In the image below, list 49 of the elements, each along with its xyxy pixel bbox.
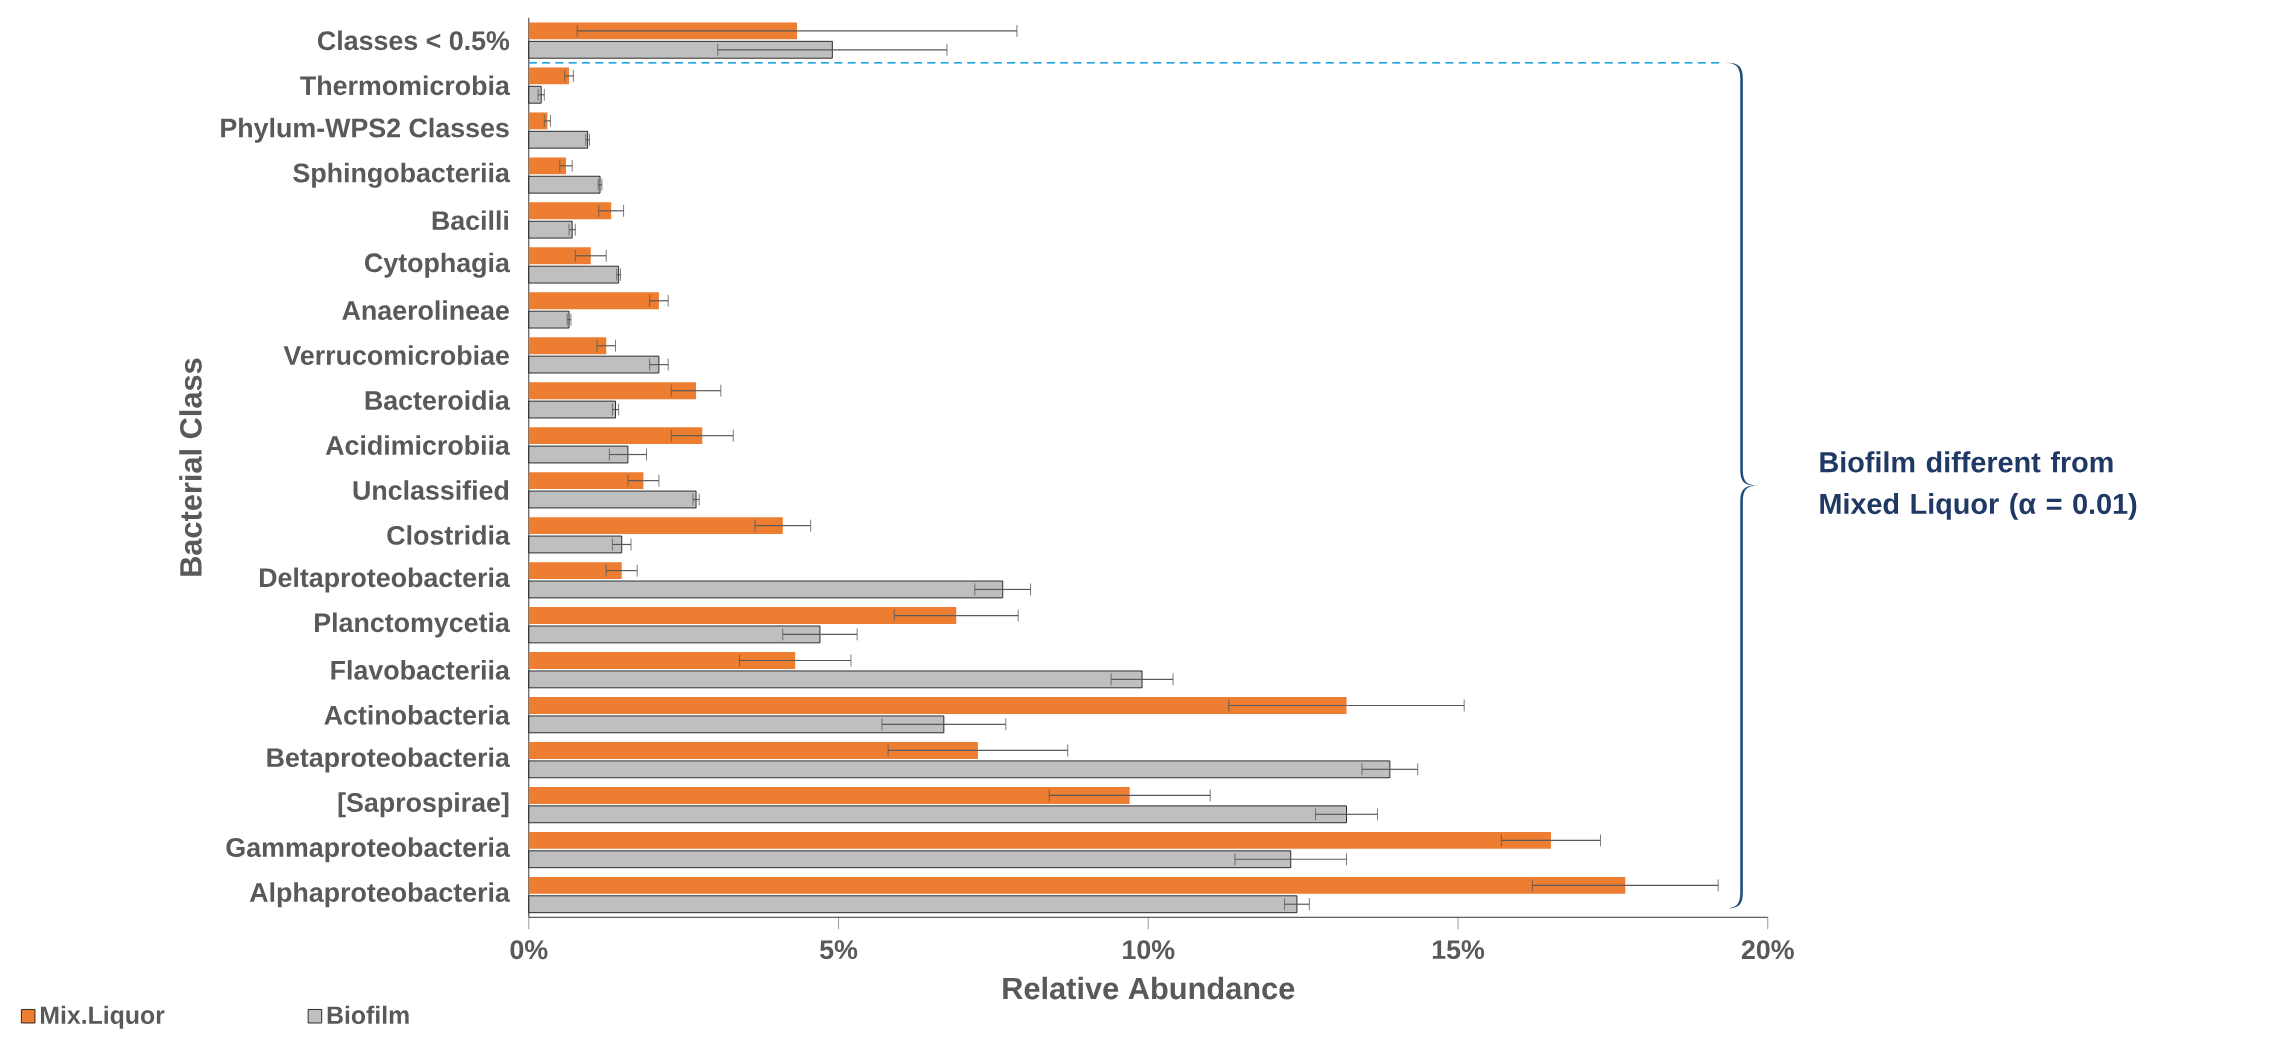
bar — [528, 517, 783, 534]
y-axis-title: Bacterial Class — [179, 358, 202, 576]
x-tick-label: 15% — [1432, 940, 1485, 959]
x-tick-label: 20% — [1741, 940, 1794, 959]
bar — [528, 202, 612, 220]
legend-label: Biofilm — [327, 1005, 409, 1024]
y-tick-label: Sphingobacteriia — [293, 162, 511, 188]
bar — [528, 741, 978, 759]
y-tick-label: Thermomicrobia — [300, 75, 511, 95]
y-tick-label: Bacteroidia — [365, 390, 511, 410]
bar — [528, 876, 1626, 894]
y-tick-label: Cytophagia — [365, 252, 511, 278]
y-tick-label: Clostridia — [387, 525, 511, 545]
bar — [528, 606, 957, 624]
bar — [528, 67, 570, 85]
x-tick-label: 5% — [819, 940, 858, 959]
bar — [528, 247, 591, 265]
y-tick-label: Verrucomicrobiae — [283, 345, 509, 365]
bar — [528, 427, 703, 444]
y-tick-label: Acidimicrobiia — [325, 435, 511, 455]
bar — [528, 831, 1551, 849]
bar — [528, 696, 1347, 714]
y-tick-label: Classes < 0.5% — [317, 30, 510, 51]
y-tick-label: Gammaproteobacteria — [226, 837, 511, 863]
bar — [528, 786, 1130, 804]
x-axis-title: Relative Abundance — [1003, 976, 1295, 1000]
y-tick-label: Deltaproteobacteria — [259, 567, 511, 593]
bar — [528, 292, 659, 310]
y-tick-label: Bacilli — [432, 210, 508, 230]
bar — [528, 112, 548, 130]
legend-label: Mix.Liquor — [40, 1005, 165, 1029]
text: Biofilm different from Mixed Liquor (α = 0.01) — [1820, 451, 2137, 520]
y-tick-label: Planctomycetia — [315, 612, 511, 638]
bar — [528, 472, 644, 489]
y-tick-label: Actinobacteria — [324, 704, 511, 725]
y-tick-label: Unclassified — [353, 480, 509, 500]
y-tick-label: Alphaproteobacteria — [249, 882, 511, 908]
y-tick-label: Flavobacteriia — [331, 659, 511, 680]
x-tick-label: 0% — [510, 940, 548, 959]
bar — [528, 382, 697, 399]
x-tick-label: 10% — [1123, 940, 1175, 959]
bar — [528, 561, 622, 579]
y-tick-label: Phylum-WPS2 Classes — [221, 117, 509, 143]
bar — [528, 157, 566, 175]
bar — [528, 651, 796, 669]
y-tick-label: Betaproteobacteria — [267, 747, 511, 773]
y-tick-label: [Saprospirae] — [338, 792, 509, 818]
bar — [528, 337, 607, 354]
y-tick-label: Anaerolineae — [342, 300, 509, 320]
